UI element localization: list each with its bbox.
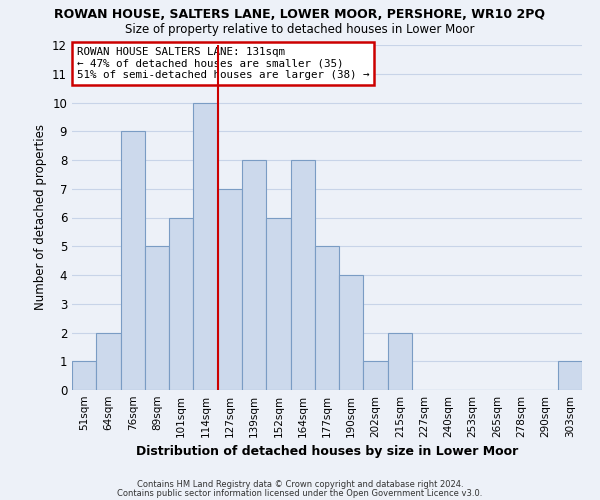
Bar bbox=[290, 160, 315, 390]
Bar bbox=[558, 361, 582, 390]
Bar bbox=[72, 361, 96, 390]
Bar bbox=[193, 102, 218, 390]
Bar bbox=[364, 361, 388, 390]
Bar bbox=[315, 246, 339, 390]
Bar bbox=[388, 332, 412, 390]
Y-axis label: Number of detached properties: Number of detached properties bbox=[34, 124, 47, 310]
Bar bbox=[242, 160, 266, 390]
Bar bbox=[266, 218, 290, 390]
Bar bbox=[145, 246, 169, 390]
Bar bbox=[96, 332, 121, 390]
Bar bbox=[169, 218, 193, 390]
Text: Contains HM Land Registry data © Crown copyright and database right 2024.: Contains HM Land Registry data © Crown c… bbox=[137, 480, 463, 489]
Bar bbox=[121, 131, 145, 390]
Bar bbox=[218, 188, 242, 390]
Text: Contains public sector information licensed under the Open Government Licence v3: Contains public sector information licen… bbox=[118, 488, 482, 498]
Bar bbox=[339, 275, 364, 390]
Text: Size of property relative to detached houses in Lower Moor: Size of property relative to detached ho… bbox=[125, 22, 475, 36]
Text: ROWAN HOUSE, SALTERS LANE, LOWER MOOR, PERSHORE, WR10 2PQ: ROWAN HOUSE, SALTERS LANE, LOWER MOOR, P… bbox=[55, 8, 545, 20]
Text: ROWAN HOUSE SALTERS LANE: 131sqm
← 47% of detached houses are smaller (35)
51% o: ROWAN HOUSE SALTERS LANE: 131sqm ← 47% o… bbox=[77, 46, 370, 80]
X-axis label: Distribution of detached houses by size in Lower Moor: Distribution of detached houses by size … bbox=[136, 446, 518, 458]
